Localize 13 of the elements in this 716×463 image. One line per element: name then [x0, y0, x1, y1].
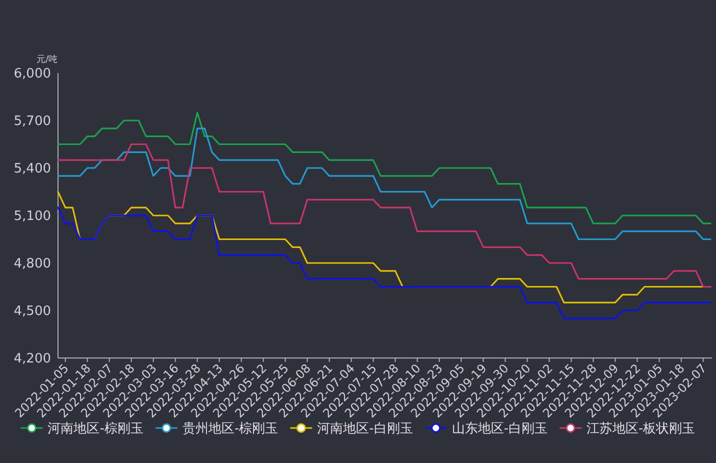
y-tick-label: 5,100: [14, 209, 51, 224]
y-axis-title: 元/吨: [36, 54, 58, 65]
y-tick-label: 4,800: [14, 256, 51, 272]
legend-label: 河南地区-棕刚玉: [48, 422, 144, 436]
y-tick-label: 6,000: [14, 66, 51, 82]
legend-label: 山东地区-白刚玉: [452, 422, 548, 436]
legend-label: 河南地区-白刚玉: [317, 422, 413, 436]
y-tick-label: 4,200: [14, 352, 51, 366]
y-tick-label: 5,700: [14, 114, 51, 129]
y-tick-label: 4,500: [14, 304, 51, 319]
legend-label: 贵州地区-棕刚玉: [182, 422, 278, 436]
legend-label: 江苏地区-板状刚玉: [586, 422, 696, 436]
y-tick-label: 5,400: [14, 162, 51, 176]
